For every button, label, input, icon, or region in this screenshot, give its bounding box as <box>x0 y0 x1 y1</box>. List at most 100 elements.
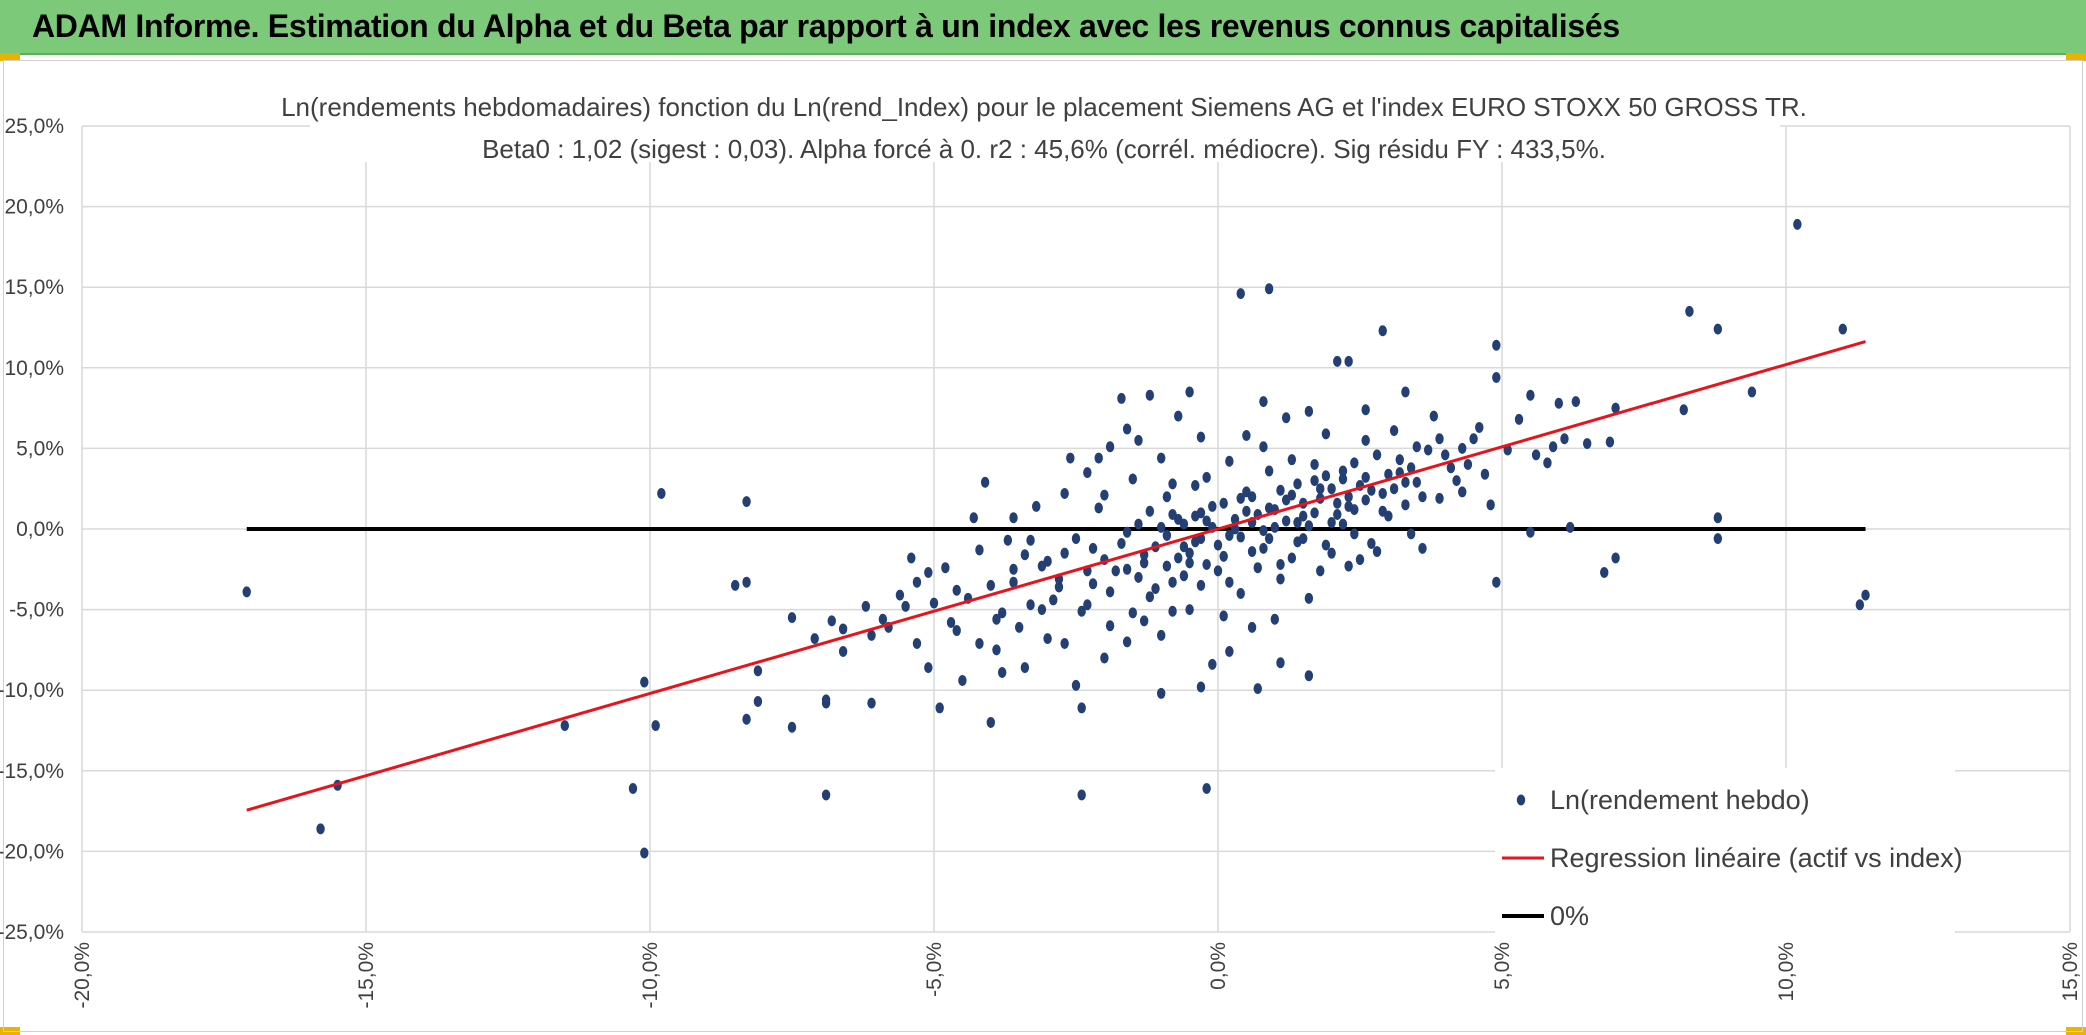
data-point <box>1202 558 1211 570</box>
data-point <box>1157 629 1166 641</box>
data-point <box>1009 563 1018 575</box>
data-point <box>1333 355 1342 367</box>
data-point <box>924 662 933 674</box>
data-point <box>1276 573 1285 585</box>
data-point <box>1264 465 1274 477</box>
data-point <box>1157 521 1166 533</box>
data-point <box>1855 599 1865 611</box>
data-point <box>1548 441 1558 453</box>
data-point <box>1230 523 1240 535</box>
data-point <box>1316 483 1325 495</box>
data-point <box>787 721 797 733</box>
data-point <box>1185 604 1194 616</box>
data-point <box>997 607 1007 619</box>
regression-line <box>246 340 1866 812</box>
data-point <box>1060 637 1069 649</box>
data-point <box>753 665 763 677</box>
data-point <box>1219 550 1228 562</box>
data-point <box>640 676 649 688</box>
data-point <box>1395 454 1404 466</box>
data-point <box>1321 539 1331 551</box>
data-point <box>1088 578 1098 590</box>
data-point <box>810 633 819 645</box>
data-point <box>1020 662 1030 674</box>
data-point <box>628 783 638 795</box>
data-point <box>1213 565 1223 577</box>
data-point <box>1321 470 1331 482</box>
data-point <box>992 644 1001 656</box>
data-point <box>1157 452 1166 464</box>
chart-subtitle: Beta0 : 1,02 (sigest : 0,03). Alpha forc… <box>482 134 1606 164</box>
data-point <box>1418 491 1427 503</box>
data-point <box>924 567 933 579</box>
data-point <box>821 789 831 801</box>
y-tick-label: 20,0% <box>4 196 64 219</box>
data-point <box>1174 552 1183 564</box>
x-axis-ticks: -20,0% -15,0% -10,0% -5,0% 0,0% 5,0% 10,0% 15,0… <box>71 942 2082 1009</box>
data-point <box>1026 534 1035 546</box>
data-point <box>1083 599 1092 611</box>
data-point <box>1168 576 1177 588</box>
data-point <box>1134 434 1143 446</box>
data-point <box>1196 579 1206 591</box>
data-point <box>1321 428 1331 440</box>
data-point <box>1202 515 1211 527</box>
data-point <box>1145 591 1155 603</box>
data-point <box>1060 547 1069 559</box>
data-point <box>1492 576 1501 588</box>
data-point <box>1236 587 1245 599</box>
data-point <box>1276 484 1285 496</box>
data-point <box>1367 538 1376 550</box>
data-point <box>1134 518 1143 530</box>
data-point <box>1111 565 1120 577</box>
data-point <box>1145 389 1155 401</box>
data-point <box>1225 529 1234 541</box>
data-point <box>1565 521 1575 533</box>
data-point <box>1287 552 1297 564</box>
data-point <box>1236 288 1245 300</box>
data-point <box>827 615 836 627</box>
data-point <box>1196 507 1206 519</box>
data-point <box>1281 515 1291 527</box>
data-point <box>742 496 751 508</box>
data-point <box>742 576 751 588</box>
legend-backdrop <box>1495 768 1955 938</box>
data-point <box>640 847 649 859</box>
data-point <box>912 637 922 649</box>
data-point <box>1259 441 1268 453</box>
data-point <box>1225 576 1234 588</box>
data-point <box>1259 525 1268 537</box>
data-point <box>935 702 944 714</box>
report-title: ADAM Informe. Estimation du Alpha et du … <box>32 8 1620 44</box>
data-point <box>1361 494 1370 506</box>
data-point <box>1049 594 1058 606</box>
data-point <box>838 646 848 658</box>
data-point <box>952 584 961 596</box>
data-point <box>1162 529 1172 541</box>
data-points <box>242 218 1870 859</box>
data-point <box>1372 546 1382 558</box>
data-point <box>867 697 876 709</box>
data-point <box>1304 520 1314 532</box>
y-tick-label: -15,0% <box>0 760 64 783</box>
y-tick-label: 25,0% <box>4 115 64 138</box>
legend-label-points: Ln(rendement hebdo) <box>1550 785 1810 815</box>
data-point <box>1122 526 1132 538</box>
data-point <box>1327 517 1336 529</box>
y-tick-label: 10,0% <box>4 357 64 380</box>
data-point <box>1122 636 1132 648</box>
data-point <box>1401 386 1410 398</box>
data-point <box>1350 528 1359 540</box>
legend-marker-points <box>1516 794 1526 806</box>
y-axis-ticks: 25,0% 20,0% 15,0% 10,0% 5,0% 0,0% -5,0% -10,0% -… <box>0 115 64 944</box>
data-point <box>1122 423 1132 435</box>
data-point <box>1480 468 1490 480</box>
data-point <box>1327 547 1336 559</box>
data-point <box>1293 478 1302 490</box>
data-point <box>1219 497 1228 509</box>
data-point <box>1378 505 1387 517</box>
data-point <box>1685 305 1694 317</box>
data-point <box>1276 558 1285 570</box>
data-point <box>1435 433 1444 445</box>
data-point <box>1406 528 1416 540</box>
